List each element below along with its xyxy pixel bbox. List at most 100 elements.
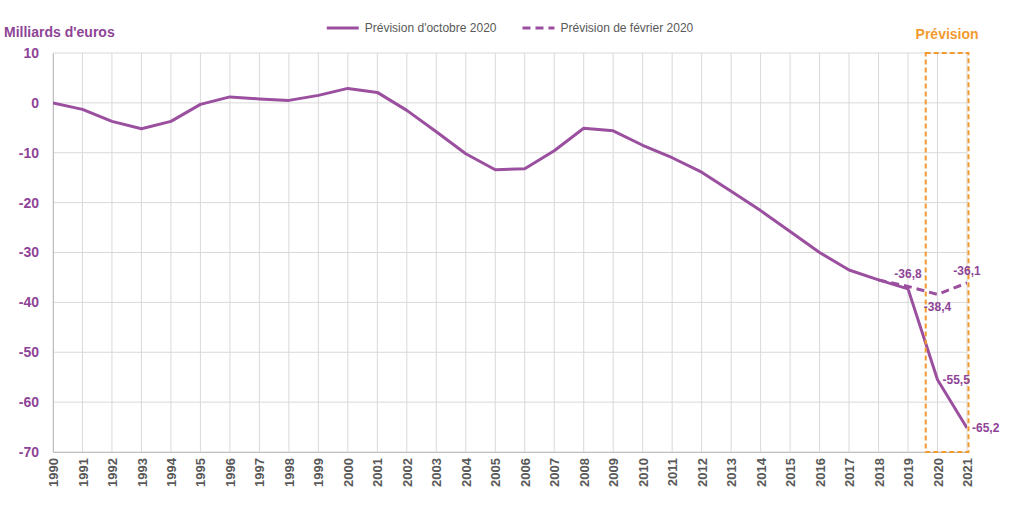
x-tick-label: 2014: [754, 457, 769, 487]
y-tick: -60: [19, 394, 53, 410]
x-tick: 2009: [606, 452, 621, 487]
grid-line-x: [288, 53, 289, 452]
x-tick-label: 2006: [518, 458, 533, 487]
y-tick: -20: [19, 195, 53, 211]
x-tick: 1991: [76, 452, 91, 487]
x-tick: 2018: [872, 452, 887, 487]
x-tick-label: 1993: [135, 458, 150, 487]
legend-label: Prévision de février 2020: [560, 21, 693, 35]
y-axis-line: [53, 54, 54, 453]
grid-line-x: [937, 53, 938, 452]
x-tick: 1994: [164, 452, 179, 487]
legend-item: Prévision d'octobre 2020: [327, 21, 497, 35]
x-tick-label: 2008: [577, 458, 592, 487]
x-tick: 2006: [518, 452, 533, 487]
grid-line-x: [849, 53, 850, 452]
y-axis-title: Milliards d'euros: [4, 24, 115, 40]
x-tick-label: 2001: [370, 458, 385, 487]
x-tick: 1992: [105, 452, 120, 487]
x-tick-label: 2016: [813, 458, 828, 487]
y-tick-label: -40: [19, 294, 39, 310]
legend-swatch: [327, 27, 359, 30]
x-tick: 2008: [577, 452, 592, 487]
x-tick: 2014: [754, 452, 769, 487]
grid-line-y: [53, 402, 967, 403]
grid-line-x: [613, 53, 614, 452]
grid-line-x: [731, 53, 732, 452]
x-tick-label: 1994: [164, 457, 179, 487]
x-tick: 2002: [400, 452, 415, 487]
x-tick: 1996: [223, 452, 238, 487]
grid-line-y: [53, 302, 967, 303]
grid-line-y: [53, 352, 967, 353]
x-tick: 1997: [252, 452, 267, 487]
legend: Prévision d'octobre 2020 Prévision de fév…: [327, 21, 694, 35]
grid-line-x: [878, 53, 879, 452]
grid-line-x: [377, 53, 378, 452]
grid-line-x: [53, 53, 54, 452]
x-tick: 2013: [724, 452, 739, 487]
x-tick-label: 2005: [488, 458, 503, 487]
y-tick: -40: [19, 294, 53, 310]
x-tick: 1993: [135, 452, 150, 487]
x-axis-line: [54, 452, 968, 453]
x-tick-label: 2002: [400, 458, 415, 487]
x-tick: 2012: [695, 452, 710, 487]
grid-line-x: [318, 53, 319, 452]
grid-line-y: [53, 202, 967, 203]
grid-line-x: [259, 53, 260, 452]
x-tick: 2007: [547, 452, 562, 487]
x-tick: 1995: [193, 452, 208, 487]
x-tick: 1990: [46, 452, 61, 487]
data-label: -36,1: [953, 264, 981, 278]
x-tick: 1998: [282, 452, 297, 487]
x-tick-label: 1998: [282, 458, 297, 487]
y-tick-label: -60: [19, 394, 39, 410]
x-tick: 2005: [488, 452, 503, 487]
data-label: -55,5: [943, 373, 971, 387]
grid-line-x: [967, 53, 968, 452]
x-tick-label: 1992: [105, 458, 120, 487]
x-tick-label: 2012: [695, 458, 710, 487]
y-tick: 0: [31, 95, 53, 111]
x-tick: 2016: [813, 452, 828, 487]
x-tick-label: 2010: [636, 458, 651, 487]
x-tick-label: 2018: [872, 458, 887, 487]
x-tick-label: 2000: [341, 458, 356, 487]
x-tick: 2019: [901, 452, 916, 487]
y-tick-label: 0: [31, 95, 39, 111]
data-label: -38,4: [924, 300, 952, 314]
grid-line-x: [200, 53, 201, 452]
grid-line-x: [82, 53, 83, 452]
x-tick-label: 2004: [459, 457, 474, 487]
x-tick-label: 1999: [311, 458, 326, 487]
data-label: -65,2: [972, 421, 1000, 435]
grid: [53, 53, 967, 452]
y-tick: -50: [19, 344, 53, 360]
grid-line-x: [465, 53, 466, 452]
data-label: -36,8: [894, 267, 922, 281]
grid-line-y: [53, 452, 967, 453]
x-tick: 2011: [665, 452, 680, 486]
grid-line-y: [53, 252, 967, 253]
grid-line-x: [170, 53, 171, 452]
x-tick: 2003: [429, 452, 444, 487]
y-tick-label: -70: [19, 444, 39, 460]
grid-line-y: [53, 102, 967, 103]
x-tick-label: 1990: [46, 458, 61, 487]
grid-line-x: [406, 53, 407, 452]
data-labels: -55,5 -65,2 -36,8 -38,4 -36,1: [894, 264, 999, 435]
y-tick-label: -50: [19, 344, 39, 360]
grid-line-x: [141, 53, 142, 452]
grid-line-x: [436, 53, 437, 452]
x-tick-label: 2021: [960, 458, 975, 487]
legend-swatch: [522, 27, 554, 30]
x-tick: 2017: [842, 452, 857, 487]
x-axis: 1990 1991 1992 1993 1994 1995 1996 1997 1998 1999…: [46, 452, 975, 487]
x-tick-label: 2019: [901, 458, 916, 487]
x-tick-label: 2009: [606, 458, 621, 487]
x-tick: 2001: [370, 452, 385, 487]
x-tick: 2015: [783, 452, 798, 487]
grid-line-y: [53, 152, 967, 153]
x-tick: 2020: [931, 452, 946, 487]
